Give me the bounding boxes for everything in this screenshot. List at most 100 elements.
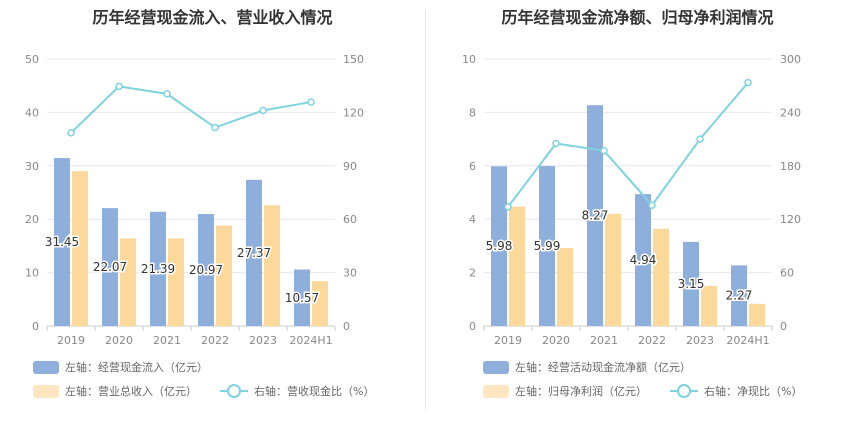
y-right-tick-label: 300 bbox=[780, 53, 801, 66]
y-right-tick-label: 30 bbox=[343, 267, 357, 280]
line-point bbox=[648, 201, 656, 209]
line-point bbox=[307, 98, 315, 106]
bar-primary bbox=[246, 179, 262, 326]
y-right-tick-label: 0 bbox=[780, 320, 787, 333]
bar-secondary bbox=[264, 205, 280, 326]
y-right-tick-label: 0 bbox=[343, 320, 350, 333]
bar-primary bbox=[491, 166, 507, 326]
line-point bbox=[600, 147, 608, 155]
line-point bbox=[744, 78, 752, 87]
legend-label: 右轴：净现比（%） bbox=[704, 385, 803, 398]
bar-data-label: 5.98 bbox=[486, 239, 513, 253]
bar-secondary bbox=[72, 171, 88, 326]
bar-secondary bbox=[168, 238, 184, 326]
bar-primary bbox=[150, 211, 166, 326]
chart-svg: 0 10 20 30 40 50 0 30 60 90 120 150 2019 2020 2021 2022… bbox=[25, 53, 364, 347]
y-right-tick-label: 60 bbox=[780, 267, 794, 280]
chart-title: 历年经营现金流入、营业收入情况 bbox=[92, 8, 333, 27]
y-right-tick-label: 60 bbox=[343, 213, 357, 226]
bar-secondary bbox=[312, 281, 328, 326]
y-right-tick-label: 150 bbox=[343, 53, 364, 66]
bar-secondary bbox=[120, 238, 136, 326]
y-right-tick-label: 120 bbox=[343, 106, 364, 119]
line-point bbox=[696, 135, 704, 143]
bar-data-label: 10.57 bbox=[285, 291, 319, 305]
y-left-tick-label: 8 bbox=[469, 106, 476, 119]
y-left-tick-label: 0 bbox=[469, 320, 476, 333]
legend-label: 左轴：营业总收入（亿元） bbox=[65, 385, 197, 398]
bar-data-label: 5.99 bbox=[534, 239, 561, 253]
bar-primary bbox=[683, 241, 699, 326]
y-left-tick-label: 0 bbox=[32, 320, 39, 333]
line-point bbox=[115, 82, 123, 91]
line-point bbox=[211, 123, 219, 132]
legend-label: 右轴：营收现金比（%） bbox=[254, 385, 375, 398]
y-left-tick-label: 2 bbox=[469, 267, 476, 280]
x-tick-label: 2023 bbox=[249, 334, 277, 347]
chart-panel-right: 历年经营现金流净额、归母净利润情况 0 2 4 6 8 10 0 60 120 180 240 300… bbox=[425, 0, 850, 437]
legend-item[interactable]: 右轴：营收现金比（%） bbox=[220, 383, 374, 399]
x-tick-label: 2019 bbox=[57, 334, 85, 347]
legend-label: 左轴：归母净利润（亿元） bbox=[515, 385, 647, 398]
bar-secondary bbox=[749, 303, 765, 326]
bar-primary bbox=[54, 158, 70, 326]
bar-secondary bbox=[653, 228, 669, 326]
x-tick-label: 2024H1 bbox=[289, 334, 332, 347]
line-series bbox=[70, 85, 312, 134]
legend-item[interactable]: 左轴：营业总收入（亿元） bbox=[33, 383, 197, 399]
x-tick-label: 2019 bbox=[494, 334, 522, 347]
line-series bbox=[507, 81, 749, 208]
x-tick-label: 2024H1 bbox=[726, 334, 769, 347]
bar-data-label: 31.45 bbox=[45, 235, 79, 249]
line-point bbox=[163, 90, 171, 98]
bar-secondary bbox=[557, 248, 573, 326]
y-left-tick-label: 40 bbox=[25, 106, 39, 119]
bar-data-label: 2.27 bbox=[726, 289, 753, 303]
chart-title: 历年经营现金流净额、归母净利润情况 bbox=[501, 8, 774, 27]
legend-item[interactable]: 左轴：经营现金流入（亿元） bbox=[33, 359, 208, 375]
legend-label: 左轴：经营现金流入（亿元） bbox=[65, 361, 208, 374]
bar-primary bbox=[587, 105, 603, 326]
line-point bbox=[259, 106, 267, 115]
x-tick-label: 2020 bbox=[105, 334, 133, 347]
bar-secondary bbox=[701, 285, 717, 326]
bar-data-label: 3.15 bbox=[678, 277, 705, 291]
bar-data-label: 8.27 bbox=[582, 209, 609, 223]
bar-primary bbox=[635, 194, 651, 326]
x-tick-label: 2021 bbox=[590, 334, 618, 347]
bar-data-label: 20.97 bbox=[189, 263, 223, 277]
legend-swatch bbox=[33, 360, 59, 374]
legend-label: 左轴：经营活动现金流净额（亿元） bbox=[515, 361, 691, 374]
legend-item[interactable]: 左轴：经营活动现金流净额（亿元） bbox=[483, 359, 691, 375]
y-right-tick-label: 240 bbox=[780, 106, 801, 119]
line-point bbox=[552, 139, 560, 148]
y-left-tick-label: 4 bbox=[469, 213, 476, 226]
bar-primary bbox=[102, 208, 118, 326]
chart-panel-left: 历年经营现金流入、营业收入情况 0 10 20 30 40 50 0 30 60 90 120 150… bbox=[25, 8, 374, 399]
legend-swatch bbox=[483, 384, 509, 398]
bar-primary bbox=[294, 269, 310, 326]
line-point bbox=[504, 203, 512, 211]
chart-svg: 0 2 4 6 8 10 0 60 120 180 240 300 2019 2020 2021 2022 20… bbox=[462, 53, 801, 347]
legend-item[interactable]: 右轴：净现比（%） bbox=[670, 383, 802, 399]
y-left-tick-label: 10 bbox=[25, 267, 39, 280]
legend-item[interactable]: 左轴：归母净利润（亿元） bbox=[483, 383, 647, 399]
x-tick-label: 2023 bbox=[686, 334, 714, 347]
bar-secondary bbox=[509, 206, 525, 326]
y-left-tick-label: 6 bbox=[469, 160, 476, 173]
line-point bbox=[67, 129, 75, 137]
legend-line-icon bbox=[220, 384, 248, 398]
legend-line-icon bbox=[670, 384, 698, 398]
panel-divider bbox=[425, 10, 426, 410]
y-right-tick-label: 120 bbox=[780, 213, 801, 226]
bar-data-label: 27.37 bbox=[237, 246, 271, 260]
bar-data-label: 21.39 bbox=[141, 262, 175, 276]
bar-data-label: 22.07 bbox=[93, 260, 127, 274]
legend-swatch bbox=[483, 360, 509, 374]
y-right-tick-label: 180 bbox=[780, 160, 801, 173]
y-left-tick-label: 20 bbox=[25, 213, 39, 226]
y-right-tick-label: 90 bbox=[343, 160, 357, 173]
y-left-tick-label: 10 bbox=[462, 53, 476, 66]
y-left-tick-label: 30 bbox=[25, 160, 39, 173]
legend-swatch bbox=[33, 384, 59, 398]
